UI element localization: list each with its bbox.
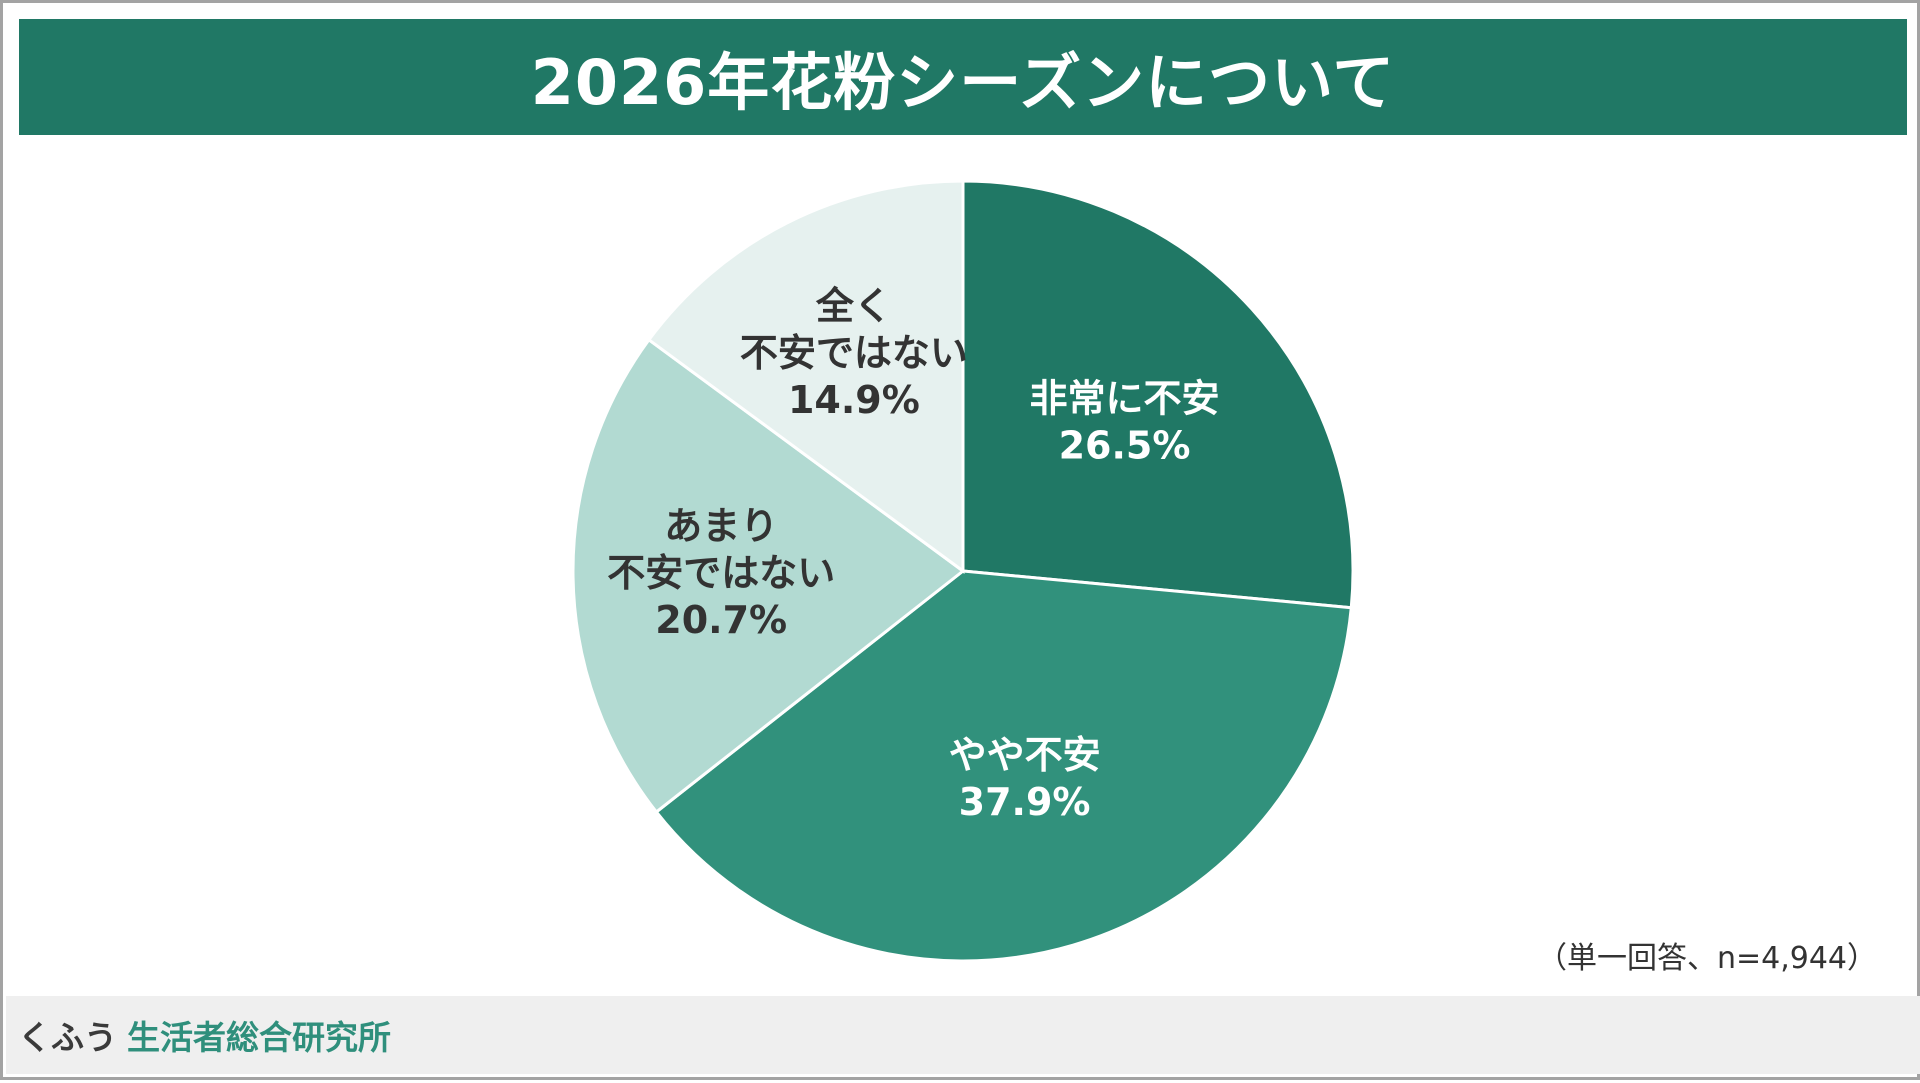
slice-category-label: やや不安 [949, 733, 1101, 777]
pie-slice-somewhat-anxious [654, 569, 1353, 963]
brand-name: 生活者総合研究所 [127, 1018, 391, 1057]
slice-category-label: 非常に不安 [1030, 376, 1220, 420]
brand-logo: くふう 生活者総合研究所 [18, 1011, 391, 1059]
pie-slice-very-anxious [961, 179, 1355, 610]
slice-value-label: 14.9% [788, 378, 920, 422]
slice-label-not-very-anxious: あまり不安ではない 20.7% [607, 503, 835, 641]
title-bar: 2026年花粉シーズンについて [19, 19, 1907, 135]
slice-category-label: 不安ではない [740, 331, 968, 375]
page-title: 2026年花粉シーズンについて [530, 46, 1396, 119]
sample-note: （単一回答、n=4,944） [1536, 941, 1877, 976]
slice-label-not-anxious-at-all: 全く不安ではない 14.9% [740, 284, 968, 422]
slice-label-very-anxious: 非常に不安 26.5% [1030, 376, 1220, 467]
pie-slice-not-very-anxious [571, 337, 966, 815]
slice-category-label: 不安ではない [607, 550, 835, 594]
pie-slice-not-anxious-at-all [646, 179, 965, 574]
pie-chart: 非常に不安 26.5%やや不安 37.9%あまり不安ではない 20.7%全く不安ではな… [571, 179, 1355, 963]
slice-value-label: 37.9% [959, 780, 1091, 824]
footer: くふう 生活者総合研究所 [6, 996, 1920, 1074]
brand-kana: くふう [18, 1018, 117, 1057]
slice-label-somewhat-anxious: やや不安 37.9% [949, 733, 1101, 824]
slice-value-label: 26.5% [1059, 423, 1191, 467]
slice-category-label: 全く [815, 284, 892, 328]
slice-category-label: あまり [664, 503, 778, 547]
slice-value-label: 20.7% [655, 597, 787, 641]
